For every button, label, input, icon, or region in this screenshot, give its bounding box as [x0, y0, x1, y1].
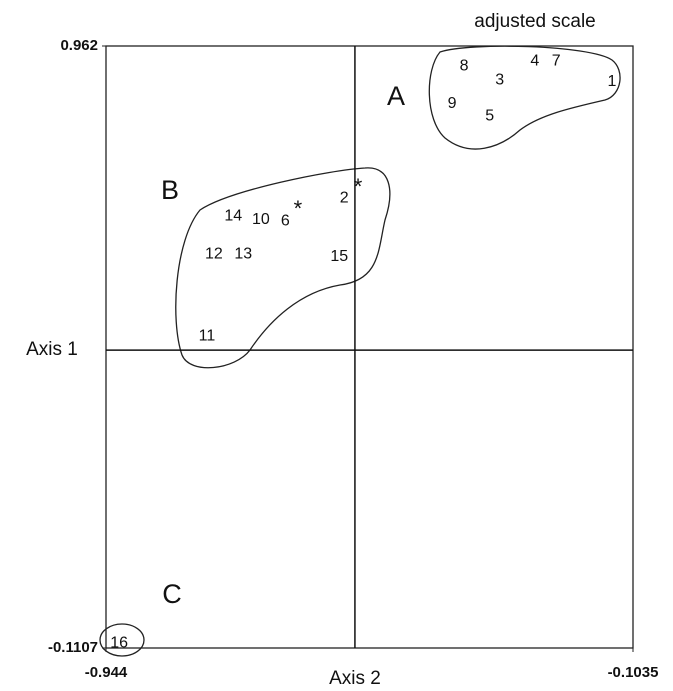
point-label: 11: [199, 327, 216, 344]
point-label: 5: [485, 107, 494, 124]
point-label: 14: [224, 207, 242, 224]
point-label: 9: [448, 95, 457, 112]
x-tick-label: -0.1035: [608, 664, 659, 681]
point-label: 8: [460, 57, 469, 74]
point-label: 2: [340, 189, 349, 206]
point-label: 12: [205, 245, 223, 262]
group-label: A: [387, 81, 405, 111]
centroid-marker: *: [354, 174, 363, 199]
point-label: 4: [530, 52, 539, 69]
chart-title: adjusted scale: [474, 11, 595, 32]
centroid-marker: *: [294, 196, 303, 221]
point-label: 6: [281, 212, 290, 229]
y-tick-label: -0.1107: [48, 639, 98, 656]
point-label: 13: [234, 245, 252, 262]
y-axis-label: Axis 1: [26, 339, 78, 360]
point-label: 3: [495, 71, 504, 88]
point-label: 10: [252, 211, 270, 228]
group-outline: [428, 45, 621, 150]
x-tick-label: -0.944: [85, 664, 128, 681]
group-label: C: [162, 579, 182, 609]
group-outline: [99, 623, 145, 657]
plot-frame: [105, 45, 634, 649]
point-label: 1: [608, 73, 617, 90]
x-axis-label: Axis 2: [329, 668, 381, 689]
group-label: B: [161, 175, 179, 205]
point-label: 16: [110, 634, 128, 651]
point-label: 7: [552, 52, 561, 69]
point-label: 15: [330, 248, 348, 265]
y-tick-label: 0.962: [60, 37, 98, 54]
